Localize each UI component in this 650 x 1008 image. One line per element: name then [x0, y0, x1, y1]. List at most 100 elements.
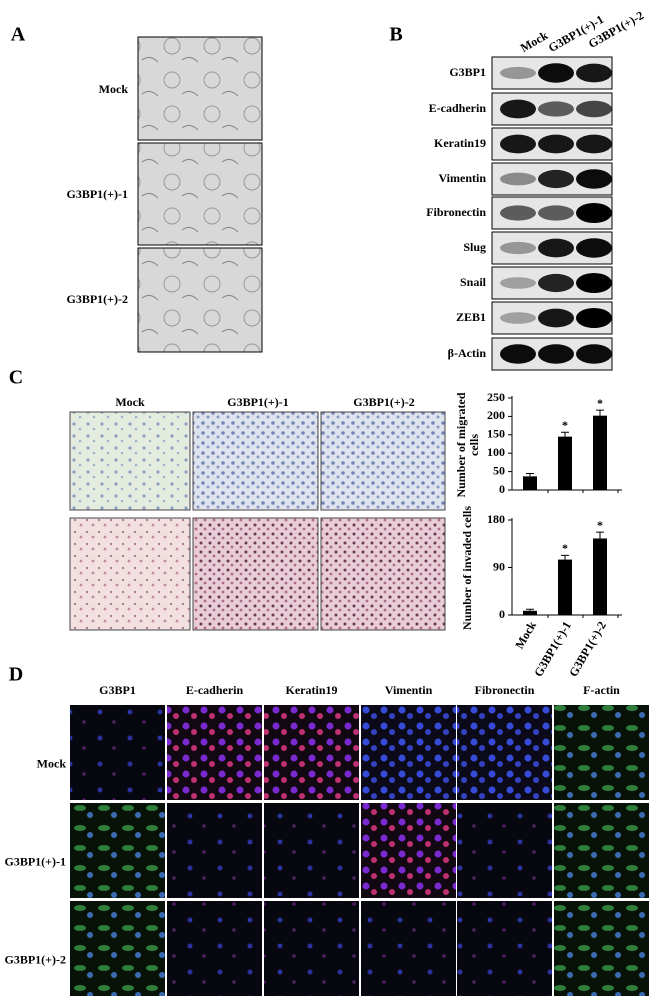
significance: * — [562, 541, 568, 555]
fluorescence-image — [457, 901, 552, 996]
band — [538, 63, 574, 83]
protein-label: Vimentin — [438, 171, 486, 185]
protein-label: ZEB1 — [456, 310, 486, 324]
row-label: G3BP1(+)-1 — [67, 187, 129, 201]
bar — [593, 415, 607, 490]
band — [576, 63, 612, 83]
micrograph — [320, 517, 446, 631]
band — [500, 277, 536, 289]
protein-label: Slug — [463, 240, 486, 254]
column-label: Vimentin — [385, 683, 433, 697]
micrograph — [320, 411, 446, 511]
fluorescence-image — [70, 803, 165, 898]
micrograph — [137, 142, 263, 246]
fluorescence-image — [361, 901, 456, 996]
protein-label: Keratin19 — [434, 136, 486, 150]
y-axis-label: Number of migrated cells — [455, 392, 481, 498]
column-label: F-actin — [583, 683, 620, 697]
y-tick-label: 180 — [487, 512, 505, 526]
fluorescence-image — [264, 803, 359, 898]
band — [500, 241, 536, 255]
band — [576, 273, 612, 293]
band — [538, 273, 574, 293]
y-tick-label: 0 — [499, 607, 505, 621]
fluorescence-image — [361, 705, 456, 800]
bar — [593, 538, 607, 615]
column-label: Keratin19 — [286, 683, 338, 697]
error-bar — [561, 431, 569, 437]
panel-label: B — [389, 24, 402, 46]
band — [500, 205, 536, 221]
column-label: Fibronectin — [475, 683, 535, 697]
significance: * — [597, 396, 603, 410]
protein-label: Snail — [460, 275, 487, 289]
band — [576, 169, 612, 189]
band — [538, 169, 574, 189]
band — [576, 344, 612, 364]
band — [500, 172, 536, 186]
fluorescence-image — [554, 901, 649, 996]
y-axis-label: Number of invaded cells — [460, 506, 474, 630]
fluorescence-image — [167, 803, 262, 898]
row-label: G3BP1(+)-1 — [5, 854, 67, 868]
western-blot — [491, 56, 613, 371]
band — [500, 134, 536, 154]
row-label: G3BP1(+)-2 — [67, 292, 129, 306]
y-tick-label: 90 — [493, 559, 505, 573]
micrograph — [137, 36, 263, 141]
fluorescence-image — [457, 803, 552, 898]
error-bar — [596, 409, 604, 416]
significance: * — [562, 418, 568, 432]
band — [538, 344, 574, 364]
bar — [523, 610, 537, 615]
band — [500, 312, 536, 324]
fluorescence-image — [554, 705, 649, 800]
bar — [523, 476, 537, 490]
fluorescence-image — [264, 901, 359, 996]
column-label: G3BP1(+)-2 — [353, 395, 415, 409]
band — [500, 99, 536, 119]
band — [576, 308, 612, 328]
fluorescence-image — [167, 901, 262, 996]
fluorescence-image — [167, 705, 262, 800]
fluorescence-image — [70, 901, 165, 996]
band — [576, 134, 612, 154]
column-label: G3BP1 — [99, 683, 136, 697]
bar — [558, 436, 572, 490]
row-label: Mock — [37, 756, 67, 770]
y-axis-label-text: Number of migrated cells — [455, 392, 481, 498]
y-tick-label: 100 — [487, 445, 505, 459]
panel-label: A — [11, 24, 26, 46]
y-tick-label: 150 — [487, 427, 505, 441]
fluorescence-image — [70, 705, 165, 800]
y-tick-label: 50 — [493, 463, 505, 477]
micrograph — [192, 517, 319, 631]
fluorescence-image — [554, 803, 649, 898]
micrograph — [69, 411, 191, 511]
fluorescence-image — [457, 705, 552, 800]
image-grid — [70, 705, 649, 996]
protein-label: E-cadherin — [429, 101, 487, 115]
micrograph — [69, 517, 191, 631]
x-tick-label: Mock — [512, 619, 539, 652]
y-tick-label: 0 — [499, 482, 505, 496]
band — [500, 344, 536, 364]
protein-label: β-Actin — [448, 346, 487, 360]
micrograph — [137, 247, 263, 353]
row-label: G3BP1(+)-2 — [5, 952, 67, 966]
significance: * — [597, 518, 603, 532]
y-tick-label: 200 — [487, 408, 505, 422]
column-label: E-cadherin — [186, 683, 244, 697]
column-label: Mock — [518, 28, 551, 55]
row-label: Mock — [99, 82, 129, 96]
fluorescence-image — [264, 705, 359, 800]
protein-label: Fibronectin — [426, 205, 486, 219]
error-bar — [526, 608, 534, 611]
band — [538, 308, 574, 328]
micrograph — [192, 411, 319, 511]
band — [538, 205, 574, 221]
panel-label: D — [9, 664, 23, 686]
column-label: Mock — [115, 395, 145, 409]
